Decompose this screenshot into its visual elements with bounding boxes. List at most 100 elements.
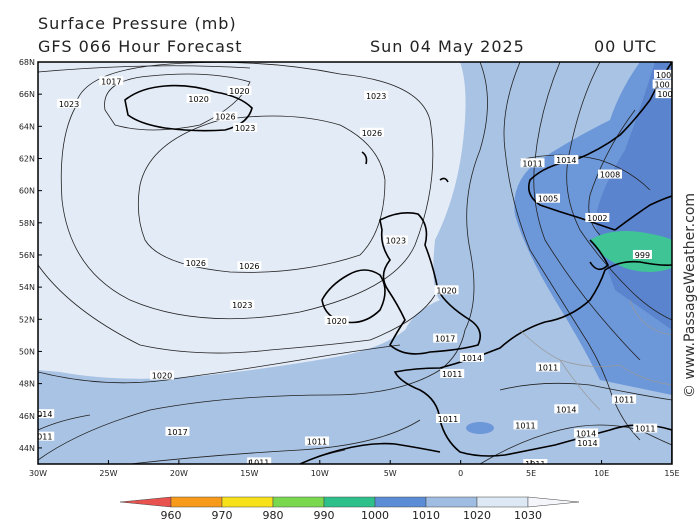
isobar-label: 1011 — [307, 437, 327, 446]
isobar-label: 100 — [654, 81, 669, 90]
isobar-label-bg — [247, 457, 272, 464]
pressure-patch — [466, 422, 494, 434]
isobar-label-bg — [459, 352, 484, 362]
pressure-fill-1020-1030 — [38, 62, 466, 379]
lat-tick-label: 44N — [19, 444, 35, 453]
lat-tick-label: 50N — [19, 347, 35, 356]
colorbar-tick-label: 1020 — [463, 509, 491, 522]
lon-tick-label: 20W — [170, 469, 188, 478]
lat-tick-label: 68N — [19, 58, 35, 67]
lat-tick-label: 56N — [19, 251, 35, 260]
lon-tick-label: 10E — [594, 469, 609, 478]
isobar-label: 1014 — [576, 429, 596, 438]
isobar-label-bg — [440, 368, 465, 378]
isobar-label-bg — [574, 428, 599, 438]
isobar-label: 1026 — [362, 129, 382, 138]
isobar-label: 1011 — [525, 460, 545, 469]
isobar-label: 1020 — [188, 95, 208, 104]
isobar-label: 1011 — [614, 396, 634, 405]
isobar-label-bg — [520, 158, 545, 168]
coastlines — [124, 62, 672, 464]
isobar-label-bg — [585, 212, 610, 222]
isobar-label: 1014 — [577, 439, 597, 448]
isobar-label-bg — [237, 261, 262, 271]
isobar-label: 1023 — [59, 100, 79, 109]
colorbar-segment — [272, 496, 325, 508]
lat-tick-label: 64N — [19, 122, 35, 131]
isobar-label-bg — [213, 111, 238, 121]
isobar-label: 999 — [635, 251, 650, 260]
country-borders — [519, 299, 672, 411]
lat-tick-label: 62N — [19, 154, 35, 163]
isobar-label-bg — [513, 420, 538, 430]
isobar-label: 1014 — [462, 354, 482, 363]
isobar-label: 1011 — [515, 421, 535, 430]
watermark-text: © www.PassageWeather.com — [682, 193, 698, 398]
isobar-label: 1023 — [386, 236, 406, 245]
isobar-label: 1026 — [215, 113, 235, 122]
isobar-label-bg — [183, 258, 208, 267]
isobar-label-bg — [536, 362, 561, 372]
colorbar-high-arrow — [527, 496, 580, 508]
isobar-label: 1020 — [436, 286, 456, 295]
colorbar-tick-label: 1030 — [514, 509, 542, 522]
lat-tick-label: 58N — [19, 219, 35, 228]
longitude-axis: 30W 25W 20W 15W 10W 5W 0 5E 10E 15E — [29, 460, 680, 478]
isobar-label-bg — [165, 426, 190, 436]
isobar-label-bg — [56, 98, 81, 108]
isobar-label: 1005 — [538, 195, 558, 204]
isobar-label-bg — [38, 431, 55, 441]
isobar-label-bg — [554, 404, 579, 414]
isobar-label: 1023 — [232, 301, 252, 310]
map-title: Surface Pressure (mb) — [38, 14, 237, 33]
lat-tick-label: 52N — [19, 315, 35, 324]
lat-tick-label: 46N — [19, 412, 35, 421]
isobar-label-bg — [554, 155, 579, 165]
isobar-label: 1017 — [101, 77, 121, 86]
isobar-label-bg — [233, 122, 258, 132]
isobar-label: 1023 — [235, 124, 255, 133]
map-frame — [37, 61, 673, 465]
lon-tick-label: 0 — [458, 469, 463, 478]
pressure-colorbar: 960 970 980 990 1000 1010 1020 1030 — [119, 496, 580, 522]
isobar-label: 1023 — [366, 92, 386, 101]
colorbar-segment — [221, 496, 274, 508]
watermark: © www.PassageWeather.com — [682, 193, 698, 398]
colorbar-segment — [323, 496, 376, 508]
isobar-label-bg — [230, 299, 255, 309]
colorbar-tick-label: 1000 — [361, 509, 389, 522]
isobar-label-bg — [612, 394, 637, 404]
isobar-label-bg — [433, 333, 458, 343]
isobar-label: 1008 — [600, 171, 620, 180]
colorbar-segment — [425, 496, 478, 508]
isobar-label: 1011 — [522, 159, 542, 168]
isobar-label: 1011 — [538, 364, 558, 373]
lon-tick-label: 25W — [99, 469, 117, 478]
lon-tick-label: 15E — [664, 469, 679, 478]
isobar-label: 100 — [657, 90, 672, 99]
isobar-label-bg — [632, 249, 652, 259]
lon-tick-label: 15W — [240, 469, 258, 478]
isobar-label-bg — [227, 85, 252, 95]
isobar-label: 1014 — [32, 410, 52, 419]
forecast-date: Sun 04 May 2025 — [370, 37, 525, 56]
lon-tick-label: 10W — [311, 469, 329, 478]
isobar-label-bg — [359, 127, 384, 137]
isobar-label-bg — [364, 90, 389, 100]
isobar-label: 100 — [656, 71, 671, 80]
lat-tick-label: 66N — [19, 90, 35, 99]
isobar-label: 1011 — [635, 425, 655, 434]
isobar-label: 1026 — [186, 259, 206, 268]
colorbar-tick-label: 970 — [212, 509, 233, 522]
isobar-label-bg — [324, 315, 349, 325]
isobar-label-bg — [38, 409, 55, 419]
isobar-label: 1020 — [152, 372, 172, 381]
isobar-label: 1011 — [32, 433, 52, 442]
colorbar-segment — [374, 496, 427, 508]
lat-tick-label: 54N — [19, 283, 35, 292]
isobar-label-bg — [186, 93, 211, 103]
isobar-label-bg — [633, 423, 658, 433]
